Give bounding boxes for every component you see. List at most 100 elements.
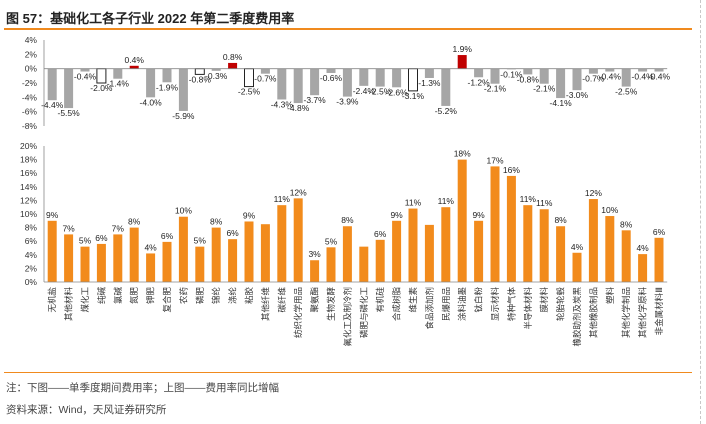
top-data-label: -0.8% — [517, 74, 540, 84]
top-bar — [64, 68, 74, 109]
bottom-bar — [392, 220, 402, 282]
bottom-bar — [572, 252, 582, 282]
category-label: 轮胎轮毂 — [556, 287, 566, 322]
top-ytick-label: -8% — [22, 121, 38, 131]
top-data-label: -3.0% — [566, 90, 589, 100]
top-bar — [162, 68, 172, 83]
bottom-bar — [96, 243, 106, 282]
bottom-bar — [474, 220, 484, 282]
bottom-bar — [293, 198, 303, 282]
bottom-bar — [457, 159, 467, 282]
bottom-data-label: 3% — [308, 249, 321, 259]
top-bar — [326, 68, 336, 73]
top-bar — [605, 68, 615, 72]
category-label: 纯碱 — [96, 287, 106, 305]
category-label: 纺织化学用品 — [293, 287, 303, 338]
top-bar — [572, 68, 582, 91]
category-label: 碳纤维 — [277, 287, 287, 313]
category-label: 涂料油墨 — [457, 287, 467, 322]
top-data-label: -0.7% — [254, 74, 277, 84]
bottom-data-label: 11% — [438, 196, 455, 206]
category-label: 食品添加剂 — [424, 287, 434, 330]
top-data-label: 0.4% — [125, 55, 145, 65]
top-data-label: -4.1% — [549, 98, 572, 108]
category-label: 维生素 — [408, 287, 418, 313]
top-data-label: -2.1% — [484, 84, 507, 94]
category-label: 农药 — [178, 287, 188, 304]
top-data-label: -0.1% — [500, 69, 523, 79]
top-data-label: -2.4% — [353, 86, 376, 96]
top-bar — [96, 68, 107, 84]
top-data-label: -2.5% — [238, 87, 261, 97]
top-data-label: -2.5% — [615, 87, 638, 97]
bottom-ytick-label: 18% — [20, 155, 37, 165]
top-data-label: -4.8% — [287, 103, 310, 113]
top-data-label: -2.1% — [533, 84, 556, 94]
bottom-data-label: 6% — [374, 229, 387, 239]
bottom-ytick-label: 14% — [20, 182, 37, 192]
bottom-data-label: 8% — [210, 217, 223, 227]
category-label: 其他材料 — [64, 287, 74, 322]
category-label: 聚氨酯 — [310, 287, 320, 313]
top-bar — [654, 68, 664, 72]
bottom-bar — [47, 220, 57, 282]
category-label: 特种气体 — [506, 287, 516, 322]
bottom-bar — [654, 237, 664, 282]
bottom-bar — [310, 260, 320, 282]
category-label: 合成树脂 — [392, 287, 402, 322]
top-ytick-label: -6% — [22, 107, 38, 117]
top-data-label: 0.8% — [223, 52, 243, 62]
top-data-label: -4.4% — [41, 100, 64, 110]
bottom-bar — [178, 216, 188, 282]
title-divider — [4, 28, 692, 30]
bottom-data-label: 17% — [486, 155, 503, 165]
top-bar — [457, 55, 467, 69]
category-label: 非金属材料Ⅲ — [654, 287, 664, 336]
top-data-label: -2.6% — [385, 87, 408, 97]
bottom-data-label: 12% — [290, 187, 307, 197]
top-bar — [310, 68, 320, 96]
top-data-label: -2.5% — [369, 87, 392, 97]
bottom-data-label: 11% — [405, 198, 422, 208]
bottom-data-label: 6% — [226, 228, 239, 238]
bottom-ytick-label: 16% — [20, 168, 37, 178]
category-label: 有机硅 — [375, 287, 385, 313]
top-bar — [277, 68, 287, 100]
top-bar — [588, 68, 598, 74]
bottom-bar — [326, 247, 336, 282]
top-data-label: -0.4% — [74, 72, 97, 82]
top-bar — [523, 68, 533, 75]
category-label: 其他橡胶制品 — [588, 287, 598, 338]
top-ytick-label: 4% — [25, 35, 38, 45]
category-label: 氟化工及制冷剂 — [342, 287, 352, 347]
page-edge-divider — [700, 0, 701, 424]
bottom-bar — [424, 224, 434, 282]
top-data-label: -1.4% — [107, 79, 130, 89]
top-bar — [113, 68, 123, 79]
top-data-label: -1.2% — [467, 77, 490, 87]
top-bar — [228, 62, 238, 69]
figure-source: 资料来源：Wind，天风证券研究所 — [6, 404, 167, 416]
category-label: 其他纤维 — [260, 287, 270, 322]
bottom-data-label: 8% — [128, 217, 141, 227]
category-label: 塑料 — [605, 287, 615, 305]
bottom-bar — [408, 208, 418, 282]
top-bar — [441, 68, 451, 106]
bottom-bar — [80, 246, 90, 282]
top-data-label: -5.5% — [57, 108, 80, 118]
top-bar — [293, 68, 303, 104]
category-label: 磷肥 — [195, 287, 205, 305]
bottom-data-label: 4% — [144, 242, 157, 252]
category-label: 煤化工 — [80, 287, 90, 313]
top-data-label: -0.3% — [205, 71, 228, 81]
top-data-label: -5.9% — [172, 111, 195, 121]
bottom-data-label: 4% — [571, 242, 584, 252]
category-label: 粘胶 — [244, 287, 254, 305]
bottom-data-label: 10% — [601, 205, 618, 215]
top-bar — [129, 65, 139, 69]
top-bar — [260, 68, 270, 74]
bottom-ytick-label: 20% — [20, 141, 37, 151]
bottom-ytick-label: 12% — [20, 195, 37, 205]
top-bar — [211, 68, 221, 71]
top-bar — [244, 68, 254, 88]
